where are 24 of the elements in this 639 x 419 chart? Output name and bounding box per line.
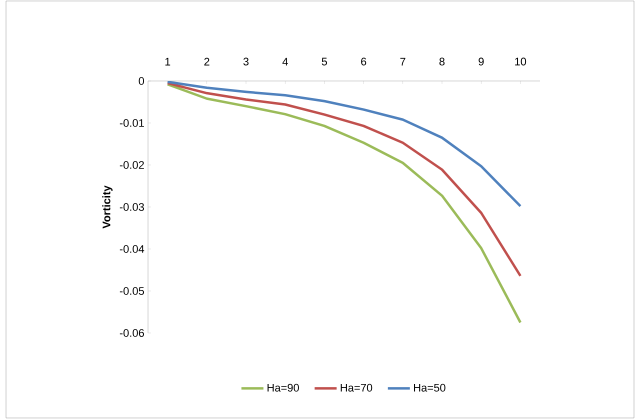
x-tick-label: 1: [165, 58, 170, 66]
x-tick-label: 3: [243, 58, 249, 66]
y-axis-title: Vorticity: [102, 185, 113, 229]
x-tick-label: 4: [282, 58, 288, 66]
y-tick-label: -0.06: [120, 329, 144, 337]
x-tick-label: 7: [400, 58, 406, 66]
legend-label: Ha=70: [340, 384, 372, 392]
y-tick-label: 0: [138, 77, 144, 85]
x-tick-label: 8: [439, 58, 445, 66]
line-series: [166, 83, 522, 324]
legend-label: Ha=50: [414, 384, 446, 392]
y-tick-label: -0.05: [120, 287, 144, 295]
y-tick-label: -0.01: [120, 119, 144, 127]
y-tick-label: -0.03: [120, 203, 144, 211]
y-tick-label: -0.02: [120, 161, 144, 169]
line-series: [166, 80, 522, 208]
line-series: [166, 82, 522, 278]
x-tick-label: 6: [361, 58, 366, 66]
x-tick-label: 5: [322, 58, 327, 66]
x-tick-label: 2: [204, 58, 210, 66]
legend-label: Ha=90: [268, 384, 299, 392]
x-tick-label: 9: [478, 58, 484, 66]
y-tick-label: -0.04: [120, 245, 144, 253]
x-tick-label: 10: [515, 58, 526, 66]
